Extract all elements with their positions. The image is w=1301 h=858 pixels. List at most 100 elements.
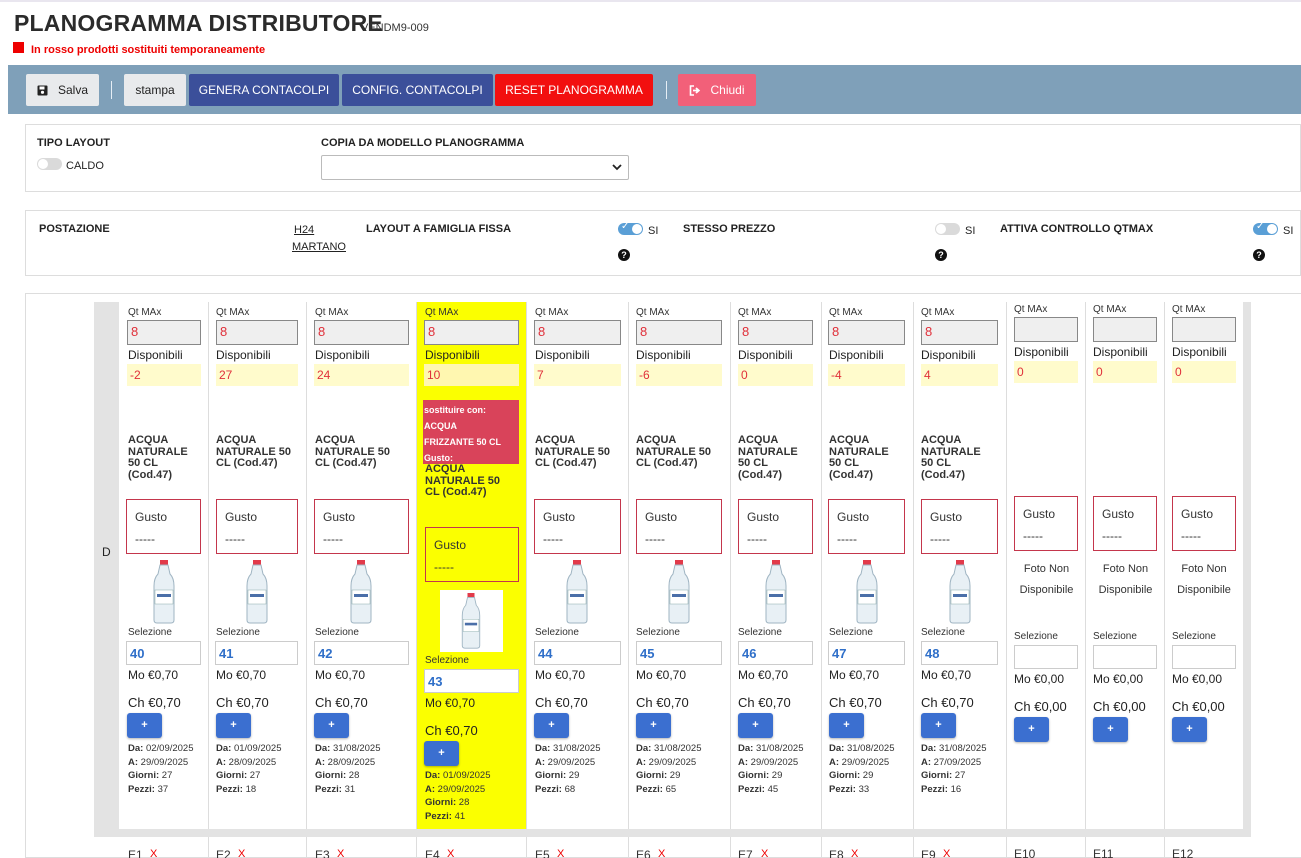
product-name-line: ACQUA [425,463,466,475]
flavor-box[interactable]: Gusto ----- [921,499,998,554]
add-button[interactable]: + [738,713,773,738]
save-button[interactable]: Salva [26,74,99,106]
remove-icon[interactable]: X [851,848,859,858]
qt-max-input[interactable]: 8 [216,320,298,345]
help-icon[interactable]: ? [935,249,947,261]
remove-icon[interactable]: X [337,848,345,858]
copy-model-select[interactable] [321,155,629,180]
add-button[interactable]: + [424,741,459,766]
postazione-line2[interactable]: MARTANO [292,241,346,253]
add-button[interactable]: + [216,713,251,738]
remove-icon[interactable]: X [150,848,158,858]
add-button[interactable]: + [127,713,162,738]
selection-input[interactable]: 43 [424,669,519,693]
qt-max-label: Qt MAx [1172,304,1206,315]
selection-input[interactable] [1014,645,1078,669]
reset-planogram-button[interactable]: RESET PLANOGRAMMA [495,74,653,106]
flavor-box[interactable]: Gusto ----- [425,527,519,582]
qt-max-input[interactable]: 8 [127,320,201,345]
add-button[interactable]: + [1014,717,1049,742]
qt-max-input[interactable]: 8 [828,320,905,345]
qt-max-label: Qt MAx [315,307,349,318]
add-button[interactable]: + [1172,717,1207,742]
tipo-layout-toggle[interactable] [37,158,62,170]
help-icon[interactable]: ? [618,249,630,261]
postazione-line1[interactable]: H24 [294,224,315,236]
qt-max-input[interactable]: 8 [424,320,519,345]
slot-code: E11 [1093,847,1114,858]
remove-icon[interactable]: X [761,848,769,858]
help-icon[interactable]: ? [1253,249,1265,261]
qt-max-input[interactable] [1014,317,1078,342]
flavor-box[interactable]: Gusto ----- [216,499,298,554]
flavor-label: Gusto [1102,507,1135,521]
config-counter-button[interactable]: CONFIG. CONTACOLPI [342,74,493,106]
flavor-box[interactable]: Gusto ----- [126,499,201,554]
selection-input[interactable]: 41 [215,641,298,665]
remove-icon[interactable]: X [557,848,565,858]
water-bottle-image [765,560,787,624]
qt-max-input[interactable]: 8 [738,320,813,345]
selection-input[interactable]: 44 [534,641,621,665]
flavor-box[interactable]: Gusto ----- [1014,496,1078,551]
grid-frame-left [94,302,119,829]
add-button[interactable]: + [636,713,671,738]
close-button[interactable]: Chiudi [678,74,756,106]
remove-icon[interactable]: X [238,848,246,858]
selection-label: Selezione [829,627,873,638]
available-label: Disponibili [128,348,183,362]
price-mo: Mo €0,70 [636,668,687,682]
qtmax-control-toggle[interactable] [1253,221,1278,235]
no-photo-line: Disponibile [1098,584,1153,596]
stesso-prezzo-toggle[interactable] [935,223,960,235]
remove-icon[interactable]: X [658,848,666,858]
next-row-slot: E9 X [914,837,1007,858]
available-value: -6 [636,364,722,386]
product-name-line: CL (Cod.47) [425,486,487,498]
selection-input[interactable]: 48 [921,641,998,665]
giorni-value: 27 [954,770,966,781]
remove-icon[interactable]: X [943,848,951,858]
giorni-label: Giorni: [829,770,861,781]
famiglia-fissa-toggle[interactable] [618,221,643,235]
flavor-label: Gusto [930,510,963,524]
print-button[interactable]: stampa [124,74,186,106]
flavor-label: Gusto [135,510,168,524]
qt-max-input[interactable]: 8 [314,320,409,345]
generate-counter-button[interactable]: GENERA CONTACOLPI [189,74,339,106]
flavor-box[interactable]: Gusto ----- [738,499,813,554]
qt-max-input[interactable]: 8 [534,320,621,345]
add-button[interactable]: + [314,713,349,738]
add-button[interactable]: + [534,713,569,738]
giorni-value: 29 [568,770,580,781]
flavor-box[interactable]: Gusto ----- [1172,496,1236,551]
flavor-box[interactable]: Gusto ----- [828,499,905,554]
qt-max-label: Qt MAx [738,307,772,318]
da-label: Da: [829,743,845,754]
flavor-box[interactable]: Gusto ----- [1093,496,1157,551]
selection-input[interactable]: 47 [828,641,905,665]
da-value: 31/08/2025 [332,743,381,754]
selection-input[interactable]: 42 [314,641,409,665]
qt-max-input[interactable] [1172,317,1236,342]
qt-max-input[interactable]: 8 [921,320,998,345]
a-value: 29/09/2025 [841,756,890,768]
flavor-box[interactable]: Gusto ----- [534,499,621,554]
available-value: 27 [216,364,298,386]
flavor-box[interactable]: Gusto ----- [314,499,409,554]
add-button[interactable]: + [921,713,956,738]
selection-input[interactable]: 46 [738,641,813,665]
selection-input[interactable] [1093,645,1157,669]
qt-max-input[interactable]: 8 [636,320,722,345]
add-button[interactable]: + [829,713,864,738]
da-value: 31/08/2025 [846,743,895,754]
selection-input[interactable] [1172,645,1236,669]
remove-icon[interactable]: X [447,848,455,858]
add-button[interactable]: + [1093,717,1128,742]
available-label: Disponibili [425,348,480,362]
product-name-line: 50 CL [921,457,951,469]
flavor-box[interactable]: Gusto ----- [636,499,722,554]
selection-input[interactable]: 40 [126,641,201,665]
qt-max-input[interactable] [1093,317,1157,342]
selection-input[interactable]: 45 [636,641,722,665]
